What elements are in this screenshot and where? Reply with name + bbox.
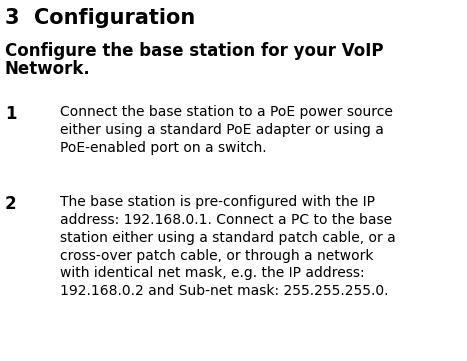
Text: Connect the base station to a PoE power source
either using a standard PoE adapt: Connect the base station to a PoE power … [60,105,393,155]
Text: 3  Configuration: 3 Configuration [5,8,195,28]
Text: 1: 1 [5,105,16,123]
Text: The base station is pre-configured with the IP
address: 192.168.0.1. Connect a P: The base station is pre-configured with … [60,195,396,298]
Text: Configure the base station for your VoIP: Configure the base station for your VoIP [5,42,383,60]
Text: Network.: Network. [5,60,91,78]
Text: 2: 2 [5,195,17,213]
